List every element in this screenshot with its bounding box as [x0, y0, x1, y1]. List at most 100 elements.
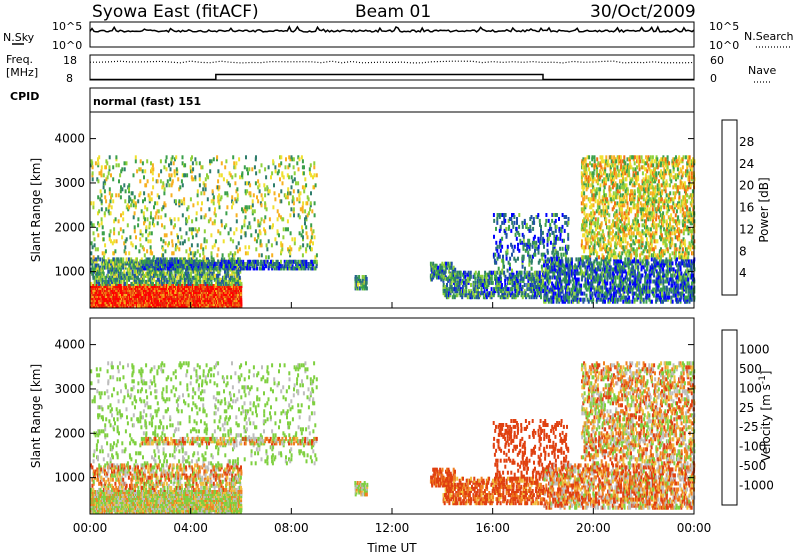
- data-cell-2888: [257, 223, 260, 228]
- data-cell-1052: [204, 284, 207, 288]
- data-cell-3186: [162, 262, 165, 266]
- data-cell-3175: [158, 264, 161, 269]
- data-cell-4923: [595, 257, 598, 262]
- data-cell-2515: [151, 163, 154, 168]
- data-cell-1736: [149, 269, 152, 274]
- data-cell-4334: [533, 220, 536, 225]
- data-cell-2649: [189, 251, 192, 256]
- data-cell-4331: [533, 252, 536, 257]
- data-cell-2175: [226, 281, 229, 286]
- data-cell-3229: [180, 262, 183, 266]
- data-cell-3896: [489, 295, 492, 300]
- data-cell-3625: [442, 263, 445, 268]
- data-cell-4104: [530, 274, 533, 279]
- data-cell-3328: [226, 266, 229, 271]
- data-cell-3367: [245, 266, 248, 271]
- data-cell-3112: [312, 241, 314, 246]
- data-cell-4175: [542, 270, 544, 275]
- data-cell-1580: [122, 257, 125, 262]
- data-cell-3309: [218, 266, 221, 271]
- data-cell-1466: [105, 259, 108, 264]
- data-cell-3981: [506, 287, 509, 292]
- data-cell-2805: [234, 197, 237, 202]
- data-cell-2319: [102, 231, 105, 236]
- data-cell-2295: [97, 161, 100, 166]
- data-cell-4108: [531, 283, 534, 287]
- data-cell-534: [148, 304, 151, 309]
- data-cell-4559: [551, 281, 554, 286]
- data-cell-4769: [575, 281, 578, 286]
- data-cell-3151: [149, 264, 152, 269]
- data-cell-2236: [236, 273, 239, 278]
- data-cell-1532: [115, 267, 118, 272]
- data-cell-2870: [251, 203, 254, 208]
- data-cell-4152: [538, 283, 541, 287]
- data-cell-3759: [460, 280, 463, 285]
- data-cell-3018: [290, 175, 293, 180]
- data-cell-1486: [109, 279, 112, 284]
- data-cell-2738: [212, 157, 215, 162]
- data-cell-1440: [100, 261, 103, 266]
- data-cell-4754: [572, 265, 575, 270]
- data-cell-4406: [552, 213, 555, 217]
- data-cell-3179: [160, 262, 163, 266]
- data-cell-4417: [554, 240, 557, 245]
- data-cell-2883: [255, 155, 257, 160]
- data-cell-2399: [123, 161, 126, 166]
- data-cell-4118: [532, 276, 535, 281]
- data-cell-2675: [194, 157, 197, 162]
- data-cell-3102: [310, 223, 313, 228]
- data-cell-3740: [457, 280, 460, 285]
- data-cell-2213: [232, 257, 235, 262]
- data-cell-2139: [219, 277, 222, 282]
- data-cell-2446: [138, 249, 141, 254]
- data-cell-1057: [205, 296, 208, 301]
- data-cell-4135: [536, 287, 539, 292]
- data-cell-3129: [140, 259, 143, 264]
- data-cell-1726: [148, 277, 151, 282]
- data-cell-920: [190, 296, 193, 301]
- data-cell-4324: [530, 258, 533, 263]
- data-cell-4886: [591, 271, 594, 276]
- data-cell-2362: [112, 199, 115, 204]
- data-cell-2596: [174, 157, 176, 162]
- data-cell-4280: [521, 264, 524, 269]
- data-cell-2654: [190, 243, 193, 248]
- data-cell-2498: [149, 245, 152, 250]
- data-cell-4217: [502, 258, 505, 263]
- data-cell-2501: [150, 211, 152, 216]
- data-cell-3783: [466, 276, 469, 281]
- data-cell-4253: [511, 220, 514, 225]
- data-cell-3072: [302, 171, 305, 176]
- data-cell-1975: [188, 273, 191, 278]
- data-cell-1380: [90, 267, 93, 272]
- data-cell-4034: [516, 276, 519, 281]
- data-cell-2521: [155, 211, 158, 216]
- data-cell-2513: [151, 171, 154, 176]
- data-cell-4892: [592, 275, 595, 280]
- data-cell-3398: [259, 266, 262, 271]
- data-cell-4857: [587, 281, 590, 286]
- data-cell-2333: [105, 207, 108, 212]
- data-cell-2509: [151, 221, 154, 226]
- data-cell-3031: [292, 165, 295, 170]
- data-cell-2891: [257, 185, 260, 190]
- data-cell-3078: [304, 177, 307, 182]
- data-cell-2449: [139, 243, 142, 248]
- data-cell-3294: [209, 264, 212, 269]
- data-cell-2997: [286, 195, 289, 200]
- data-cell-2025: [197, 269, 200, 274]
- data-cell-3775: [464, 270, 467, 275]
- data-cell-3368: [247, 266, 250, 271]
- data-cell-2511: [152, 185, 155, 190]
- data-cell-2951: [274, 197, 277, 202]
- data-cell-2975: [280, 189, 283, 194]
- data-cell-4502: [544, 267, 547, 272]
- data-cell-2819: [236, 187, 239, 192]
- data-cell-2708: [203, 215, 206, 220]
- data-cell-3074: [304, 221, 306, 226]
- data-cell-1174: [218, 296, 221, 301]
- data-cell-1621: [131, 281, 134, 286]
- data-cell-4364: [540, 252, 543, 257]
- data-cell-2865: [249, 183, 252, 188]
